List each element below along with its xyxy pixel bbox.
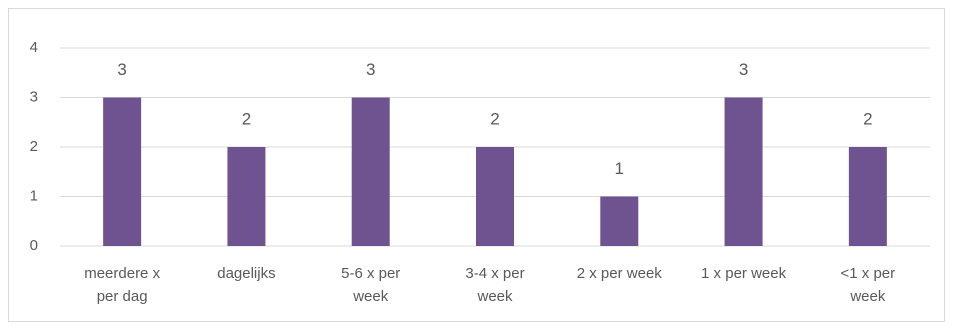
data-label: 2 (490, 109, 499, 128)
x-tick-label: 5-6 x per week (341, 265, 400, 305)
bar (600, 196, 639, 246)
bar (476, 147, 514, 246)
x-tick-label: meerdere x per dag (84, 265, 160, 305)
y-tick-label: 1 (30, 187, 38, 204)
bar (848, 147, 887, 246)
data-label: 2 (242, 109, 251, 128)
y-tick-label: 4 (30, 39, 38, 56)
data-label: 1 (615, 159, 624, 178)
x-tick-label: 1 x per week (701, 265, 787, 282)
y-tick-label: 2 (30, 138, 38, 155)
bar (227, 147, 266, 246)
x-tick-label: <1 x per week (841, 265, 896, 305)
data-label: 3 (117, 60, 126, 79)
x-tick-label: dagelijks (217, 265, 275, 282)
x-tick-label: 2 x per week (577, 265, 663, 282)
data-label: 3 (739, 60, 748, 79)
y-tick-label: 3 (30, 88, 38, 105)
data-label: 2 (863, 109, 872, 128)
bar (351, 97, 390, 246)
y-tick-label: 0 (30, 237, 38, 254)
bar (103, 97, 142, 246)
data-label: 3 (366, 60, 375, 79)
bar (724, 97, 763, 246)
x-tick-label: 3-4 x per week (465, 265, 524, 305)
